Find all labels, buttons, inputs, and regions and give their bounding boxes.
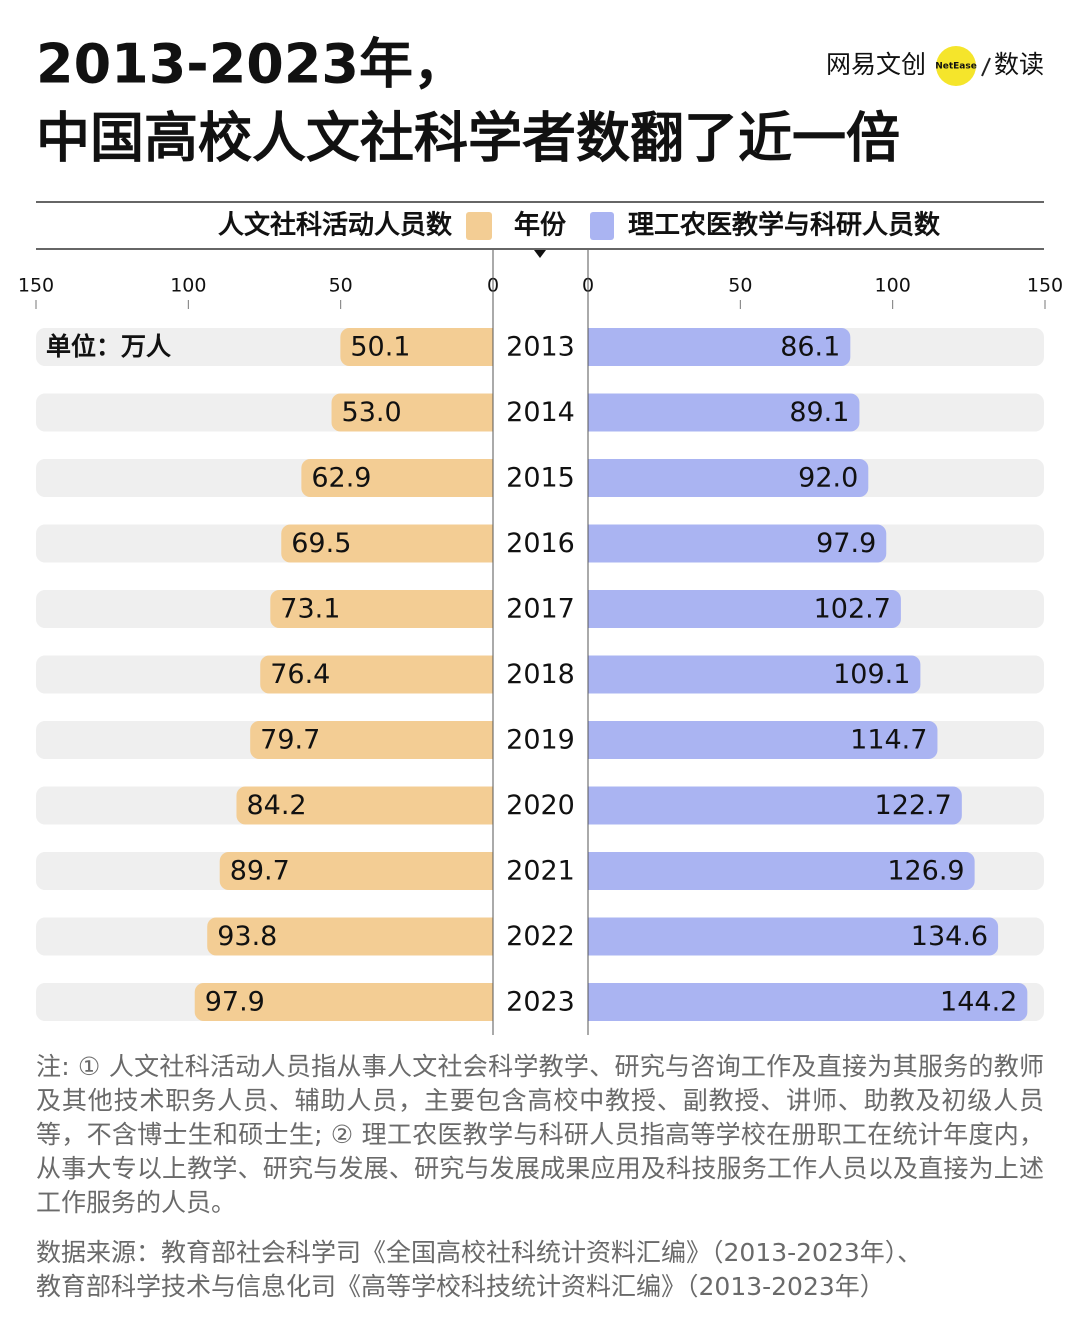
- value-label: 86.1: [780, 332, 840, 363]
- bar: [207, 917, 503, 956]
- category-label: 2023: [506, 987, 575, 1018]
- value-label: 92.0: [798, 463, 858, 494]
- bar: [579, 721, 938, 759]
- bar: [270, 590, 502, 628]
- center-band: [493, 310, 588, 1035]
- bar: [340, 328, 502, 366]
- value-label: 97.9: [205, 987, 265, 1018]
- brand-badge-bg: [936, 46, 976, 86]
- source: 教育部科学技术与信息化司《高等学校科技统计资料汇编》（2013-2023年）: [36, 1272, 885, 1301]
- x-tick-label: 100: [170, 275, 206, 297]
- category-label: 2019: [506, 725, 575, 756]
- bar: [579, 655, 921, 694]
- bar: [579, 983, 1028, 1021]
- value-label: 93.8: [217, 921, 277, 952]
- title-line: 2013-2023年，: [36, 33, 467, 96]
- bar: [579, 590, 901, 628]
- category-label: 2022: [506, 921, 575, 952]
- bar: [260, 655, 502, 694]
- x-tick-label: 100: [875, 275, 911, 297]
- value-label: 126.9: [887, 856, 964, 887]
- unit-label: 单位：万人: [46, 332, 171, 361]
- bar: [281, 524, 502, 563]
- value-label: 102.7: [814, 594, 891, 625]
- value-label: 134.6: [911, 921, 988, 952]
- bar: [579, 328, 851, 366]
- value-label: 114.7: [850, 725, 927, 756]
- category-label: 2020: [506, 790, 575, 821]
- brand-badge: NetEase: [935, 62, 977, 72]
- bar: [219, 852, 503, 890]
- x-tick-label: 150: [1027, 275, 1063, 297]
- notes: 注: ① 人文社科活动人员指从事人文社会科学教学、研究与咨询工作及直接为其服务的…: [36, 1052, 1044, 1217]
- x-tick-label: 50: [329, 275, 353, 297]
- value-label: 69.5: [291, 528, 351, 559]
- brand: 网易文创: [826, 50, 926, 79]
- brand-slash: [981, 57, 991, 77]
- brand-sub: 数读: [994, 50, 1044, 79]
- category-label: 2013: [506, 332, 575, 363]
- pointer: [534, 250, 546, 258]
- value-label: 50.1: [350, 332, 410, 363]
- value-label: 122.7: [875, 790, 952, 821]
- value-label: 53.0: [342, 397, 402, 428]
- category-label: 2014: [506, 397, 575, 428]
- category-label: 2018: [506, 659, 575, 690]
- bar: [579, 459, 869, 497]
- bar: [236, 786, 502, 825]
- value-label: 84.2: [246, 790, 306, 821]
- value-label: 89.1: [789, 397, 849, 428]
- category-label: 2017: [506, 594, 575, 625]
- value-label: 97.9: [816, 528, 876, 559]
- bar: [579, 786, 962, 825]
- bar: [331, 393, 502, 432]
- value-label: 109.1: [833, 659, 910, 690]
- category-label: 2015: [506, 463, 575, 494]
- bar: [579, 524, 887, 563]
- value-label: 79.7: [260, 725, 320, 756]
- value-label: 76.4: [270, 659, 330, 690]
- bar: [301, 459, 502, 497]
- bar: [579, 917, 999, 956]
- legend-label: 理工农医教学与科研人员数: [628, 210, 941, 241]
- legend-swatch: [590, 212, 614, 240]
- value-label: 73.1: [280, 594, 340, 625]
- bar: [579, 393, 860, 432]
- source: 数据来源：教育部社会科学司《全国高校社科统计资料汇编》（2013-2023年）、: [36, 1238, 923, 1267]
- bar: [250, 721, 502, 759]
- value-label: 62.9: [311, 463, 371, 494]
- title-line: 中国高校人文社科学者数翻了近一倍: [36, 107, 900, 170]
- value-label: 89.7: [230, 856, 290, 887]
- x-tick-label: 50: [728, 275, 752, 297]
- category-header: 年份: [514, 210, 566, 241]
- legend-swatch: [466, 212, 492, 240]
- x-tick-label: 150: [18, 275, 54, 297]
- value-label: 144.2: [940, 987, 1017, 1018]
- legend-label: 人文社科活动人员数: [218, 210, 453, 241]
- bar: [194, 983, 503, 1021]
- category-label: 2021: [506, 856, 575, 887]
- category-label: 2016: [506, 528, 575, 559]
- bar: [579, 852, 975, 890]
